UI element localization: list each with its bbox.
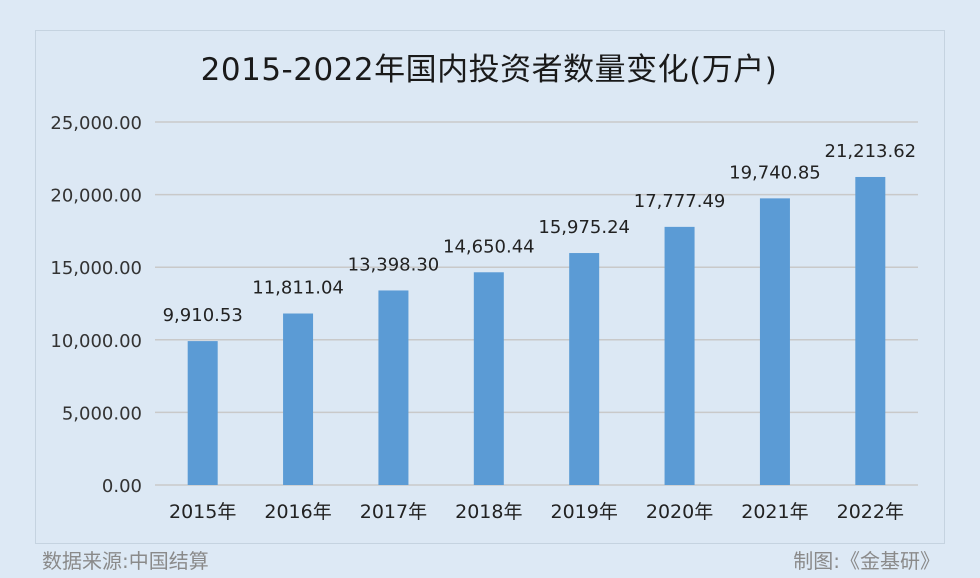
x-tick-label: 2018年	[455, 501, 522, 523]
x-tick-label: 2016年	[264, 501, 331, 523]
credit-note: 制图:《金基研》	[793, 549, 940, 573]
bar-2017年	[378, 290, 409, 485]
x-tick-label: 2015年	[169, 501, 236, 523]
chart-title: 2015-2022年国内投资者数量变化(万户)	[200, 52, 778, 88]
data-label: 15,975.24	[538, 217, 630, 238]
data-label: 14,650.44	[443, 236, 535, 257]
bar-2018年	[473, 272, 504, 485]
y-tick-label: 5,000.00	[62, 403, 142, 424]
x-tick-label: 2017年	[360, 501, 427, 523]
data-label: 13,398.30	[348, 254, 440, 275]
y-tick-label: 0.00	[102, 476, 142, 497]
x-tick-label: 2021年	[741, 501, 808, 523]
x-tick-label: 2019年	[551, 501, 618, 523]
x-tick-label: 2022年	[837, 501, 904, 523]
y-tick-label: 15,000.00	[50, 258, 142, 279]
bar-2019年	[569, 253, 600, 485]
data-label: 19,740.85	[729, 162, 821, 183]
bar-2021年	[759, 198, 790, 485]
bar-2022年	[855, 176, 886, 485]
source-note: 数据来源:中国结算	[42, 549, 209, 573]
y-tick-label: 20,000.00	[50, 186, 142, 207]
bar-2015年	[187, 341, 218, 485]
y-tick-label: 10,000.00	[50, 331, 142, 352]
data-label: 21,213.62	[825, 141, 917, 162]
data-label: 9,910.53	[163, 305, 243, 326]
bar-2016年	[283, 313, 314, 485]
data-label: 11,811.04	[252, 278, 344, 299]
bar-2020年	[664, 226, 695, 485]
data-label: 17,777.49	[634, 191, 726, 212]
x-tick-label: 2020年	[646, 501, 713, 523]
y-tick-label: 25,000.00	[50, 113, 142, 134]
